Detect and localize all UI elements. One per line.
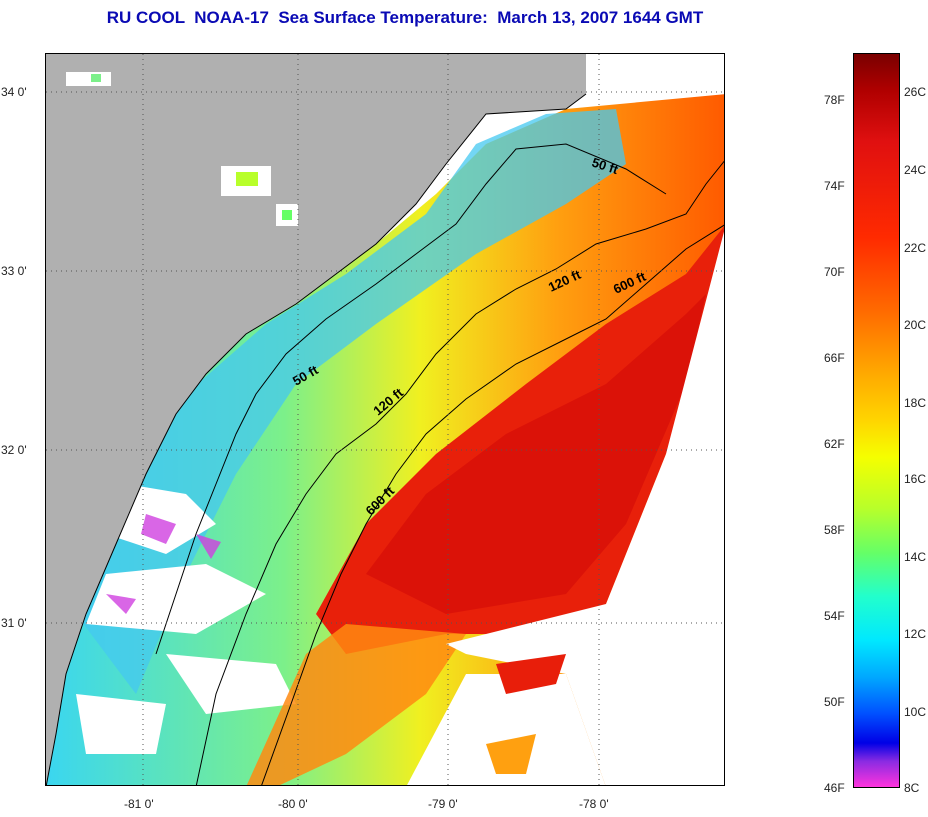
lat-label-33: 33 0' <box>1 264 27 278</box>
cb-label-20c: 20C <box>904 318 927 332</box>
purple-patches <box>106 514 221 614</box>
cb-label-54f: 54F <box>824 609 845 623</box>
inland-patches <box>66 72 298 226</box>
cb-label-74f: 74F <box>824 179 845 193</box>
cb-label-12c: 12C <box>904 627 927 641</box>
grid-lines <box>46 54 724 785</box>
sst-map: 50 ft 120 ft 600 ft 50 ft 120 ft 600 ft <box>45 53 725 786</box>
no-data-east <box>446 231 724 785</box>
cb-label-62f: 62F <box>824 437 845 451</box>
cb-label-66f: 66F <box>824 351 845 365</box>
cb-label-22c: 22C <box>904 241 927 255</box>
cb-label-8c: 8C <box>904 781 920 795</box>
lat-label-34: 34 0' <box>1 85 27 99</box>
cb-label-10c: 10C <box>904 705 927 719</box>
cb-label-50f: 50F <box>824 695 845 709</box>
contour-600ft <box>261 224 724 785</box>
cb-label-78f: 78F <box>824 93 845 107</box>
orange-patch-south <box>486 734 536 774</box>
lat-label-31: 31 0' <box>1 616 27 630</box>
contour-120ft <box>195 160 724 785</box>
lon-label-78: -78 0' <box>579 797 609 811</box>
sst-map-canvas: 50 ft 120 ft 600 ft 50 ft 120 ft 600 ft <box>46 54 724 785</box>
gulf-stream-core <box>366 294 706 614</box>
lon-label-80: -80 0' <box>278 797 308 811</box>
no-data-south <box>407 674 606 785</box>
lat-label-32: 32 0' <box>1 443 27 457</box>
cb-label-18c: 18C <box>904 396 927 410</box>
cb-label-26c: 26C <box>904 85 927 99</box>
coastline <box>46 93 587 785</box>
cb-label-14c: 14C <box>904 550 927 564</box>
cb-label-58f: 58F <box>824 523 845 537</box>
lon-label-79: -79 0' <box>428 797 458 811</box>
contour-50ft <box>155 143 667 655</box>
lon-label-81: -81 0' <box>124 797 154 811</box>
warm-patch-south <box>496 654 566 694</box>
cb-label-46f: 46F <box>824 781 845 795</box>
orange-fringe <box>246 624 466 785</box>
cb-label-16c: 16C <box>904 472 927 486</box>
land-mass <box>46 54 586 785</box>
cool-nearshore <box>76 109 626 694</box>
map-title: RU COOL NOAA-17 Sea Surface Temperature:… <box>106 8 704 27</box>
cb-label-24c: 24C <box>904 163 927 177</box>
cb-label-70f: 70F <box>824 265 845 279</box>
colorbar <box>853 53 900 788</box>
